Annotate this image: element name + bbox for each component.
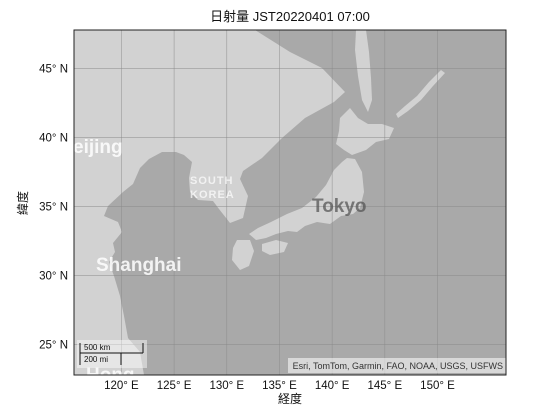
attribution-background: [288, 358, 506, 373]
kyushu: [232, 240, 254, 270]
axes-frame: [73, 29, 507, 376]
scale-bar-background: [77, 340, 147, 368]
y-tick-label-0: 25° N: [39, 340, 68, 352]
y-tick-label-3: 40° N: [39, 133, 68, 145]
shikoku: [262, 240, 288, 255]
label-tokyo: Tokyo: [312, 196, 367, 217]
hokkaido: [336, 108, 394, 155]
x-axis-ticks: 120° E 125° E 130° E 135° E 140° E 145° E 150°…: [104, 380, 455, 392]
y-tick-label-4: 45° N: [39, 64, 68, 76]
taiwan: [92, 356, 116, 375]
mainland-asia: [74, 30, 345, 375]
x-tick-label-3: 135° E: [262, 380, 297, 392]
y-axis-label: 緯度: [15, 191, 30, 215]
scale-bar-mi-label: 200 mi: [84, 355, 108, 364]
x-tick-label-1: 125° E: [157, 380, 192, 392]
label-south-korea-line2: KOREA: [190, 189, 235, 201]
map-title: 日射量 JST20220401 07:00: [210, 9, 370, 24]
label-south-korea-line1: SOUTH: [190, 175, 234, 187]
x-axis-label: 経度: [278, 391, 302, 406]
y-tick-label-1: 30° N: [39, 271, 68, 283]
attribution-text: Esri, TomTom, Garmin, FAO, NOAA, USGS, U…: [293, 361, 503, 371]
label-partial-bottom: Hong: [86, 365, 135, 386]
x-tick-label-0: 120° E: [104, 380, 139, 392]
basemap: eijing SOUTH KOREA Tokyo Shanghai Hong E…: [73, 30, 506, 386]
honshu: [249, 158, 364, 240]
x-tick-label-6: 150° E: [420, 380, 455, 392]
label-beijing: eijing: [73, 137, 123, 158]
x-tick-label-2: 130° E: [209, 380, 244, 392]
kuril-islands: [396, 70, 445, 118]
sakhalin: [355, 30, 372, 112]
scale-bar: 500 km 200 mi: [77, 340, 147, 368]
x-tick-label-5: 145° E: [368, 380, 403, 392]
x-tick-label-4: 140° E: [315, 380, 350, 392]
graticule: [74, 30, 506, 375]
y-axis-ticks: 25° N 30° N 35° N 40° N 45° N: [39, 64, 68, 352]
label-shanghai: Shanghai: [96, 255, 182, 276]
scale-bar-km-label: 500 km: [84, 343, 111, 352]
y-tick-label-2: 35° N: [39, 202, 68, 214]
